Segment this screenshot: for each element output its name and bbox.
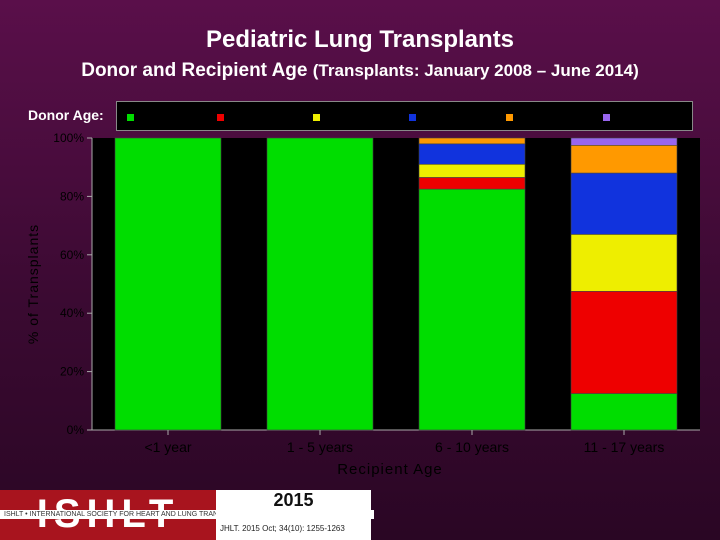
legend-swatch [409,114,416,121]
legend-swatch [313,114,320,121]
bar-segment [570,290,678,394]
chart-subtitle: Donor and Recipient Age (Transplants: Ja… [0,60,720,82]
bar-segment [418,188,526,431]
bar-segment [570,234,678,292]
x-tick-label: 6 - 10 years [435,439,509,455]
society-band: ISHLT • INTERNATIONAL SOCIETY FOR HEART … [0,510,374,519]
bar-segment [266,137,374,431]
legend-label: Donor Age: [28,107,104,123]
x-axis-label: Recipient Age [337,461,443,478]
y-tick-label: 100% [53,131,84,145]
y-tick-label: 40% [60,306,84,320]
bar-segment [570,145,678,174]
citation-box: 2015 JHLT. 2015 Oct; 34(10): 1255-1263 [216,490,371,540]
legend [116,101,693,131]
bar-segment [418,137,526,145]
x-tick-label: 11 - 17 years [584,439,665,455]
y-tick-label: 20% [60,365,84,379]
y-tick-label: 80% [60,189,84,203]
y-tick-label: 60% [60,248,84,262]
bar-segment [418,177,526,190]
subtitle-main: Donor and Recipient Age [81,60,308,81]
citation-text: JHLT. 2015 Oct; 34(10): 1255-1263 [220,524,345,533]
legend-swatch [506,114,513,121]
y-tick-label: 0% [67,423,85,437]
bar-segment [418,143,526,165]
bar-segment [570,137,678,146]
bar-segment [114,137,222,431]
chart-title: Pediatric Lung Transplants [205,26,515,53]
legend-swatch [217,114,224,121]
legend-swatch [603,114,610,121]
report-year: 2015 [273,490,314,510]
bar-segment [570,393,678,431]
y-axis-label: % of Transplants [25,224,41,344]
x-tick-label: 1 - 5 years [287,439,353,455]
x-tick-label: <1 year [144,439,191,455]
bar-segment [418,163,526,178]
subtitle-sub: (Transplants: January 2008 – June 2014) [312,61,639,80]
legend-swatch [127,114,134,121]
bar-segment [570,172,678,235]
